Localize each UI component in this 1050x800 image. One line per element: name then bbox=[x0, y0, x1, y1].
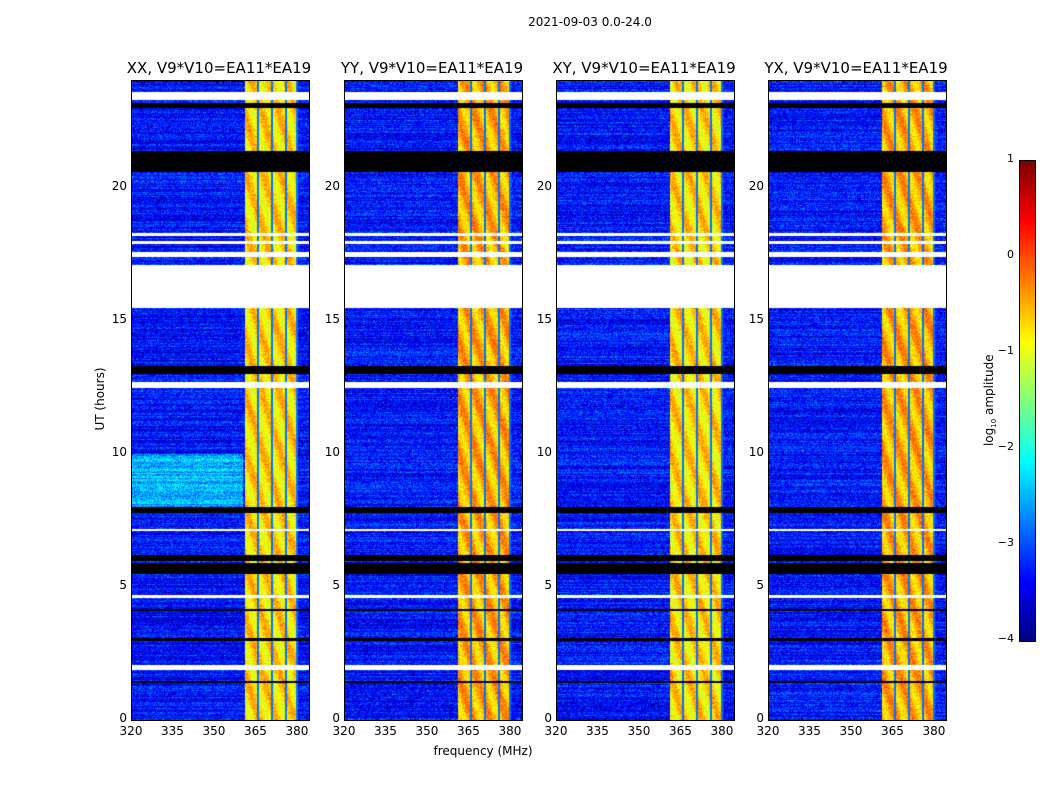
y-tick-label: 15 bbox=[748, 311, 764, 326]
panel-title: XY, V9*V10=EA11*EA19 bbox=[552, 59, 736, 77]
x-tick-label: 380 bbox=[922, 724, 946, 738]
x-tick-label: 350 bbox=[627, 724, 651, 738]
heatmap-image bbox=[345, 81, 522, 720]
x-axis-label: frequency (MHz) bbox=[433, 744, 533, 758]
heatmap-image bbox=[769, 81, 946, 720]
x-tick-label: 350 bbox=[202, 724, 226, 738]
figure-title: 2021-09-03 0.0-24.0 bbox=[528, 15, 652, 29]
x-tick-label: 365 bbox=[457, 724, 480, 738]
heatmap-image bbox=[557, 81, 734, 720]
panel-title: YY, V9*V10=EA11*EA19 bbox=[340, 59, 524, 77]
x-tick-label: 320 bbox=[332, 724, 356, 738]
y-tick-label: 10 bbox=[111, 444, 127, 459]
y-tick-label: 0 bbox=[544, 711, 552, 725]
x-tick-label: 350 bbox=[415, 724, 439, 738]
colorbar-tick-label: −1 bbox=[997, 344, 1014, 357]
x-tick-label: 380 bbox=[498, 724, 522, 738]
waterfall-panel bbox=[556, 80, 735, 721]
colorbar-tick-label: −4 bbox=[997, 632, 1014, 645]
colorbar-tick-label: 0 bbox=[1007, 248, 1014, 261]
panel-title: XX, V9*V10=EA11*EA19 bbox=[126, 59, 312, 77]
y-tick-label: 10 bbox=[748, 444, 764, 459]
x-tick-label: 380 bbox=[285, 724, 309, 738]
y-tick-label: 0 bbox=[332, 711, 340, 725]
y-tick-label: 20 bbox=[536, 178, 552, 193]
y-tick-label: 5 bbox=[544, 577, 552, 592]
y-tick-label: 20 bbox=[324, 178, 340, 193]
colorbar-label: log10 amplitude bbox=[981, 354, 999, 447]
x-tick-label: 365 bbox=[881, 724, 904, 738]
y-tick-label: 10 bbox=[324, 444, 340, 459]
y-tick-label: 15 bbox=[536, 311, 552, 326]
y-tick-label: 20 bbox=[111, 178, 127, 193]
y-tick-label: 15 bbox=[111, 311, 127, 326]
x-tick-label: 320 bbox=[756, 724, 780, 738]
colorbar-tick-label: −3 bbox=[997, 536, 1014, 549]
colorbar-tick-label: −2 bbox=[997, 440, 1014, 453]
y-axis-label: UT (hours) bbox=[93, 367, 107, 431]
colorbar bbox=[1019, 160, 1036, 642]
x-tick-label: 335 bbox=[798, 724, 821, 738]
waterfall-panel bbox=[768, 80, 947, 721]
y-tick-label: 0 bbox=[119, 711, 127, 725]
x-tick-label: 335 bbox=[374, 724, 397, 738]
y-tick-label: 10 bbox=[536, 444, 552, 459]
x-tick-label: 335 bbox=[161, 724, 184, 738]
y-tick-label: 15 bbox=[324, 311, 340, 326]
x-tick-label: 320 bbox=[119, 724, 143, 738]
waterfall-panel bbox=[344, 80, 523, 721]
x-tick-label: 380 bbox=[710, 724, 734, 738]
x-tick-label: 335 bbox=[586, 724, 609, 738]
waterfall-panel bbox=[131, 80, 310, 721]
colorbar-tick-label: 1 bbox=[1007, 152, 1014, 165]
x-tick-label: 365 bbox=[669, 724, 692, 738]
y-tick-label: 5 bbox=[756, 577, 764, 592]
y-tick-label: 5 bbox=[119, 577, 127, 592]
y-tick-label: 0 bbox=[756, 711, 764, 725]
x-tick-label: 365 bbox=[244, 724, 267, 738]
panel-title: YX, V9*V10=EA11*EA19 bbox=[764, 59, 948, 77]
x-tick-label: 350 bbox=[839, 724, 863, 738]
y-tick-label: 5 bbox=[332, 577, 340, 592]
heatmap-image bbox=[132, 81, 309, 720]
y-tick-label: 20 bbox=[748, 178, 764, 193]
x-tick-label: 320 bbox=[544, 724, 568, 738]
